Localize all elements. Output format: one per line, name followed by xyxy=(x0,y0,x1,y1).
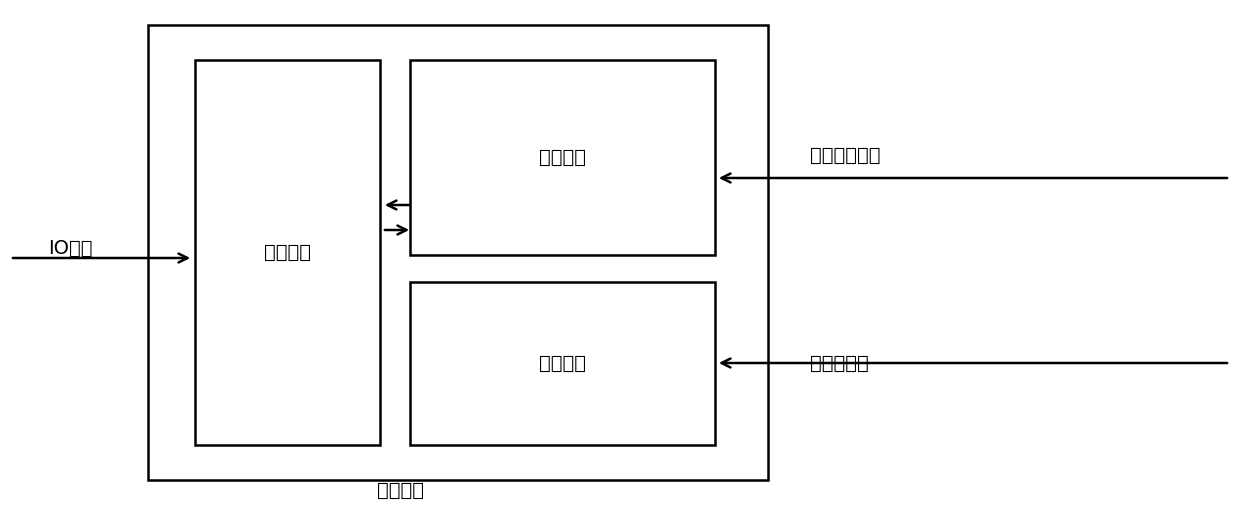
Bar xyxy=(410,60,715,255)
Text: 交换芋片: 交换芋片 xyxy=(377,480,424,499)
Bar xyxy=(195,60,379,445)
Bar xyxy=(148,25,768,480)
Text: 模拟部分: 模拟部分 xyxy=(539,148,587,167)
Text: 收发包测试: 收发包测试 xyxy=(810,353,869,373)
Text: IO翻转: IO翻转 xyxy=(48,238,93,257)
Text: 交换部分: 交换部分 xyxy=(539,354,587,373)
Text: 高速环回测试: 高速环回测试 xyxy=(810,146,880,165)
Bar xyxy=(410,282,715,445)
Text: 数字部分: 数字部分 xyxy=(264,243,311,262)
